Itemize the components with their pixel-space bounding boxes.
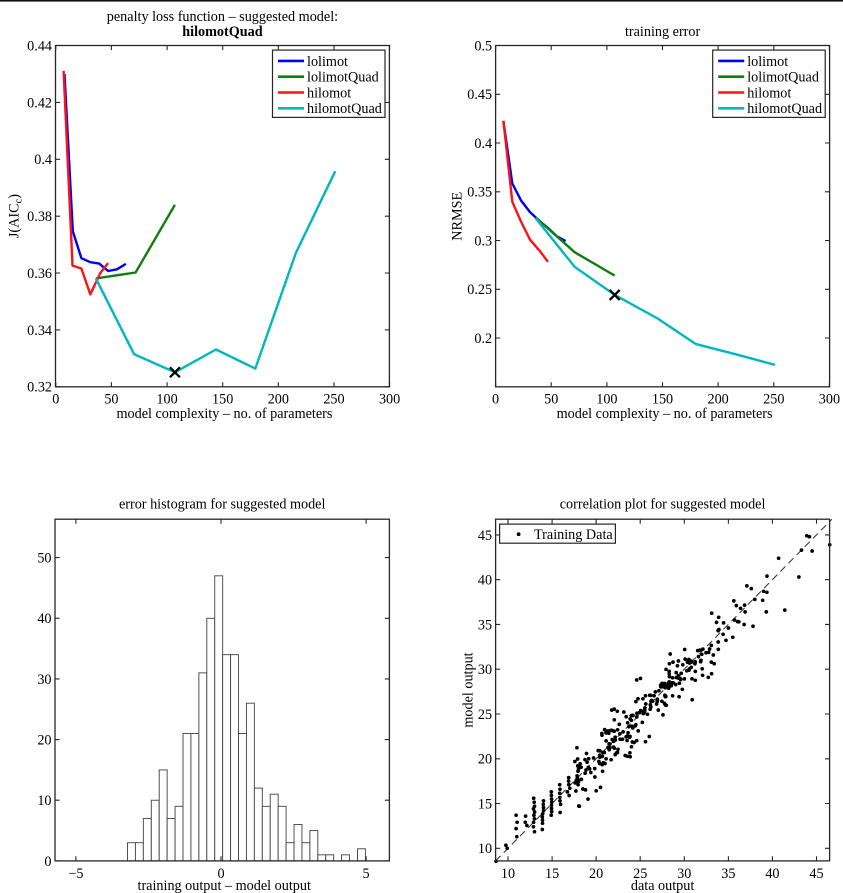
svg-text:50: 50 — [37, 551, 51, 567]
svg-text:model complexity – no. of para: model complexity – no. of parameters — [557, 406, 773, 422]
svg-text:150: 150 — [652, 392, 673, 408]
svg-text:0.2: 0.2 — [474, 331, 492, 347]
svg-text:lolimot: lolimot — [747, 54, 788, 70]
svg-text:300: 300 — [819, 392, 840, 408]
svg-text:0.44: 0.44 — [27, 38, 52, 54]
svg-text:50: 50 — [104, 392, 118, 408]
svg-text:model complexity – no. of para: model complexity – no. of parameters — [116, 406, 332, 422]
svg-text:hilomot: hilomot — [307, 85, 351, 101]
svg-text:25: 25 — [478, 707, 492, 723]
svg-text:hilomotQuad: hilomotQuad — [182, 24, 263, 40]
svg-text:data output: data output — [631, 878, 694, 893]
svg-text:lolimotQuad: lolimotQuad — [307, 70, 379, 86]
svg-text:200: 200 — [707, 392, 728, 408]
svg-text:15: 15 — [478, 796, 492, 812]
svg-text:0.45: 0.45 — [467, 87, 492, 103]
svg-text:10: 10 — [478, 841, 492, 857]
svg-text:20: 20 — [589, 866, 603, 882]
svg-text:correlation plot for suggested: correlation plot for suggested model — [560, 497, 766, 513]
svg-text:0: 0 — [492, 392, 499, 408]
svg-text:hilomotQuad: hilomotQuad — [307, 101, 382, 117]
svg-text:30: 30 — [37, 672, 51, 688]
svg-text:100: 100 — [596, 392, 617, 408]
svg-text:0.36: 0.36 — [27, 266, 52, 282]
svg-text:50: 50 — [544, 392, 558, 408]
svg-text:300: 300 — [379, 392, 400, 408]
svg-text:45: 45 — [478, 528, 492, 544]
svg-text:35: 35 — [478, 617, 492, 633]
svg-text:0.34: 0.34 — [27, 323, 52, 339]
svg-text:0.32: 0.32 — [27, 380, 52, 396]
svg-text:200: 200 — [268, 392, 289, 408]
svg-text:250: 250 — [323, 392, 344, 408]
svg-text:Training Data: Training Data — [534, 527, 613, 543]
svg-text:−5: −5 — [68, 866, 83, 882]
svg-text:0.4: 0.4 — [474, 136, 492, 152]
svg-text:error histogram for suggested: error histogram for suggested model — [119, 497, 326, 513]
svg-text:20: 20 — [478, 752, 492, 768]
svg-text:lolimotQuad: lolimotQuad — [747, 70, 819, 86]
svg-text:0.25: 0.25 — [467, 282, 492, 298]
svg-text:0.38: 0.38 — [27, 209, 52, 225]
svg-text:0.42: 0.42 — [27, 95, 52, 111]
svg-text:5: 5 — [363, 866, 370, 882]
svg-text:10: 10 — [501, 866, 515, 882]
svg-text:0.4: 0.4 — [34, 152, 52, 168]
svg-text:100: 100 — [156, 392, 177, 408]
svg-text:40: 40 — [765, 866, 779, 882]
svg-text:10: 10 — [37, 793, 51, 809]
svg-text:penalty loss function – sugges: penalty loss function – suggested model: — [107, 9, 338, 25]
svg-text:lolimot: lolimot — [307, 54, 348, 70]
svg-text:40: 40 — [478, 573, 492, 589]
svg-text:250: 250 — [763, 392, 784, 408]
svg-text:training output – model output: training output – model output — [138, 878, 311, 893]
svg-text:training error: training error — [625, 24, 701, 40]
svg-text:35: 35 — [721, 866, 735, 882]
svg-text:NRMSE: NRMSE — [449, 192, 465, 241]
svg-text:J(AICc): J(AICc) — [7, 194, 25, 238]
svg-text:0: 0 — [44, 854, 51, 870]
svg-text:20: 20 — [37, 732, 51, 748]
svg-text:0.3: 0.3 — [474, 233, 492, 249]
svg-text:0: 0 — [52, 392, 59, 408]
svg-text:30: 30 — [677, 866, 691, 882]
svg-text:model output: model output — [461, 652, 477, 727]
svg-text:0.5: 0.5 — [474, 38, 492, 54]
svg-text:25: 25 — [633, 866, 647, 882]
svg-text:0: 0 — [217, 866, 224, 882]
svg-text:45: 45 — [809, 866, 823, 882]
svg-text:40: 40 — [37, 611, 51, 627]
svg-text:hilomot: hilomot — [747, 85, 791, 101]
svg-text:150: 150 — [212, 392, 233, 408]
svg-text:hilomotQuad: hilomotQuad — [747, 101, 822, 117]
svg-text:15: 15 — [545, 866, 559, 882]
svg-text:0.35: 0.35 — [467, 185, 492, 201]
svg-text:30: 30 — [478, 662, 492, 678]
